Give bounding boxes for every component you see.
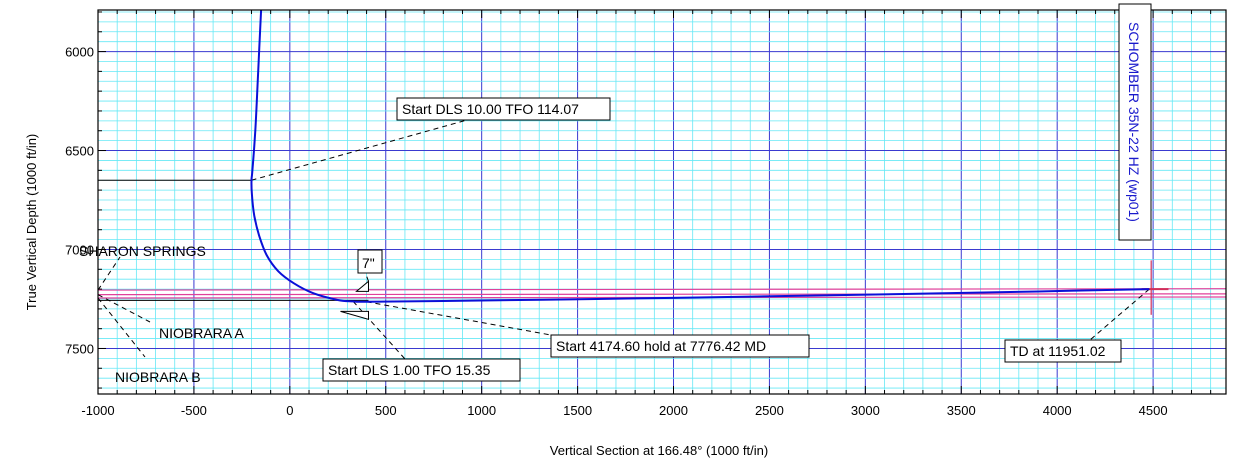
x-tick-label: 4500 — [1139, 403, 1168, 418]
y-tick-label: 6000 — [65, 45, 94, 60]
casing-marker-lower — [340, 310, 369, 321]
annotation-leader — [251, 119, 468, 181]
plot-frame — [97, 9, 1227, 395]
y-tick-label: 6500 — [65, 144, 94, 159]
annotation-box — [550, 334, 810, 358]
well-name-text: SCHOMBER 35N-22 HZ (wp01) — [1126, 22, 1142, 222]
x-tick-label: 4000 — [1043, 403, 1072, 418]
x-axis-label: Vertical Section at 166.48° (1000 ft/in) — [550, 443, 768, 458]
casing-label: 7" — [362, 255, 375, 271]
annotation-leader — [1089, 288, 1150, 341]
x-tick-label: 500 — [375, 403, 397, 418]
annotation-box — [1004, 339, 1122, 363]
tick-labels: -1000 -500 0 500 1000 1500 2000 2500 3000 3500 400… — [65, 45, 1167, 418]
annotation-labels: Start DLS 10.00 TFO 114.07 Start DLS 1.00… — [79, 97, 1122, 385]
annotation-text: TD at 11951.02 — [1010, 343, 1106, 359]
casing-leader — [365, 272, 369, 282]
annotation-leader — [97, 256, 121, 291]
x-tick-label: 1500 — [563, 403, 592, 418]
wellpath-line — [250, 9, 1150, 303]
formation-line — [97, 293, 1227, 296]
x-tick-label: 2000 — [659, 403, 688, 418]
annotation-box — [396, 97, 611, 121]
x-tick-label: 0 — [286, 403, 293, 418]
x-tick-label: 3500 — [947, 403, 976, 418]
annotation-text: NIOBRARA B — [115, 369, 201, 385]
x-tick-label: 1000 — [467, 403, 496, 418]
annotation-text: Start DLS 1.00 TFO 15.35 — [328, 362, 491, 378]
casing-label-box — [357, 249, 383, 274]
annotation-leader — [352, 301, 406, 360]
y-tick-label: 7000 — [65, 243, 94, 258]
well-name-label: SCHOMBER 35N-22 HZ (wp01) — [1118, 3, 1152, 241]
annotation-leaders — [97, 119, 1150, 360]
x-tick-label: 3000 — [851, 403, 880, 418]
annotation-text: SHARON SPRINGS — [79, 243, 206, 259]
axis-ticks — [97, 10, 1212, 394]
annotation-box — [322, 358, 521, 382]
annotation-text: Start DLS 10.00 TFO 114.07 — [402, 101, 579, 117]
y-axis-label: True Vertical Depth (1000 ft/in) — [24, 134, 39, 311]
annotation-leader — [97, 294, 151, 323]
x-tick-label: -1000 — [81, 403, 114, 418]
y-tick-label: 7500 — [65, 341, 94, 356]
annotation-text: Start 4174.60 hold at 7776.42 MD — [556, 338, 766, 354]
annotation-text: NIOBRARA A — [159, 325, 244, 341]
casing-marker-upper — [355, 280, 369, 292]
annotation-leader — [97, 297, 146, 358]
x-tick-label: 2500 — [755, 403, 784, 418]
x-tick-label: -500 — [181, 403, 207, 418]
formation-line — [97, 288, 1227, 291]
annotation-leader — [366, 301, 552, 336]
